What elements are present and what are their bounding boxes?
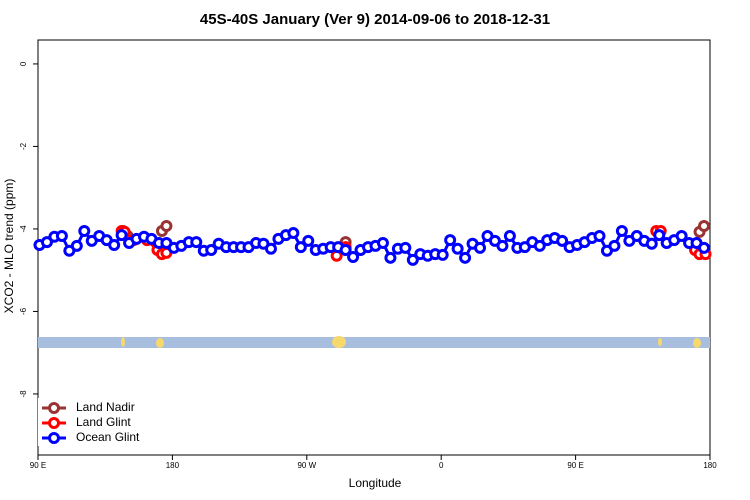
data-point bbox=[78, 224, 91, 237]
legend-marker bbox=[48, 402, 60, 414]
data-point bbox=[287, 227, 300, 240]
data-point bbox=[40, 236, 53, 249]
y-tick-label: 0 bbox=[19, 61, 28, 66]
data-point bbox=[556, 234, 569, 247]
data-point bbox=[653, 229, 666, 242]
y-tick-label: -8 bbox=[19, 390, 28, 398]
data-point bbox=[698, 241, 711, 254]
land-patches bbox=[121, 336, 701, 348]
data-point bbox=[339, 243, 352, 256]
y-axis-label: XCO2 - MLO trend (ppm) bbox=[2, 179, 16, 314]
y-tick-label: -2 bbox=[19, 142, 28, 150]
data-point bbox=[302, 234, 315, 247]
data-point bbox=[645, 237, 658, 250]
y-tick-label: -6 bbox=[19, 307, 28, 315]
data-point bbox=[264, 242, 277, 255]
data-point bbox=[115, 229, 128, 242]
data-point bbox=[70, 239, 83, 252]
data-point bbox=[108, 239, 121, 252]
data-point bbox=[160, 220, 173, 233]
x-tick-label: 90 E bbox=[30, 461, 46, 470]
chart-title: 45S-40S January (Ver 9) 2014-09-06 to 20… bbox=[200, 11, 550, 28]
data-point bbox=[384, 251, 397, 264]
data-point bbox=[608, 239, 621, 252]
legend-label: Ocean Glint bbox=[76, 430, 140, 444]
data-point bbox=[451, 242, 464, 255]
legend-label: Land Glint bbox=[76, 415, 131, 429]
data-point bbox=[406, 253, 419, 266]
data-point bbox=[615, 224, 628, 237]
data-point bbox=[698, 220, 711, 233]
data-point bbox=[436, 248, 449, 261]
x-tick-label: 180 bbox=[166, 461, 180, 470]
x-axis-label: Longitude bbox=[349, 476, 402, 490]
x-tick-label: 180 bbox=[703, 461, 717, 470]
data-point bbox=[474, 241, 487, 254]
legend-marker bbox=[48, 417, 60, 429]
data-point bbox=[347, 250, 360, 263]
x-tick-label: 90 E bbox=[567, 461, 583, 470]
legend-label: Land Nadir bbox=[76, 400, 135, 414]
data-point bbox=[399, 241, 412, 254]
y-tick-label: -4 bbox=[19, 225, 28, 233]
data-point bbox=[190, 236, 203, 249]
data-point bbox=[376, 236, 389, 249]
data-point bbox=[496, 239, 509, 252]
data-point bbox=[205, 243, 218, 256]
data-point bbox=[503, 229, 516, 242]
data-point bbox=[593, 229, 606, 242]
legend-marker bbox=[48, 432, 60, 444]
x-tick-label: 0 bbox=[439, 461, 444, 470]
x-tick-label: 90 W bbox=[297, 461, 316, 470]
data-point bbox=[675, 229, 688, 242]
land-mask-strip bbox=[38, 337, 710, 348]
data-point bbox=[444, 234, 457, 247]
data-point bbox=[294, 241, 307, 254]
data-point bbox=[55, 229, 68, 242]
data-point bbox=[533, 239, 546, 252]
data-point bbox=[459, 251, 472, 264]
